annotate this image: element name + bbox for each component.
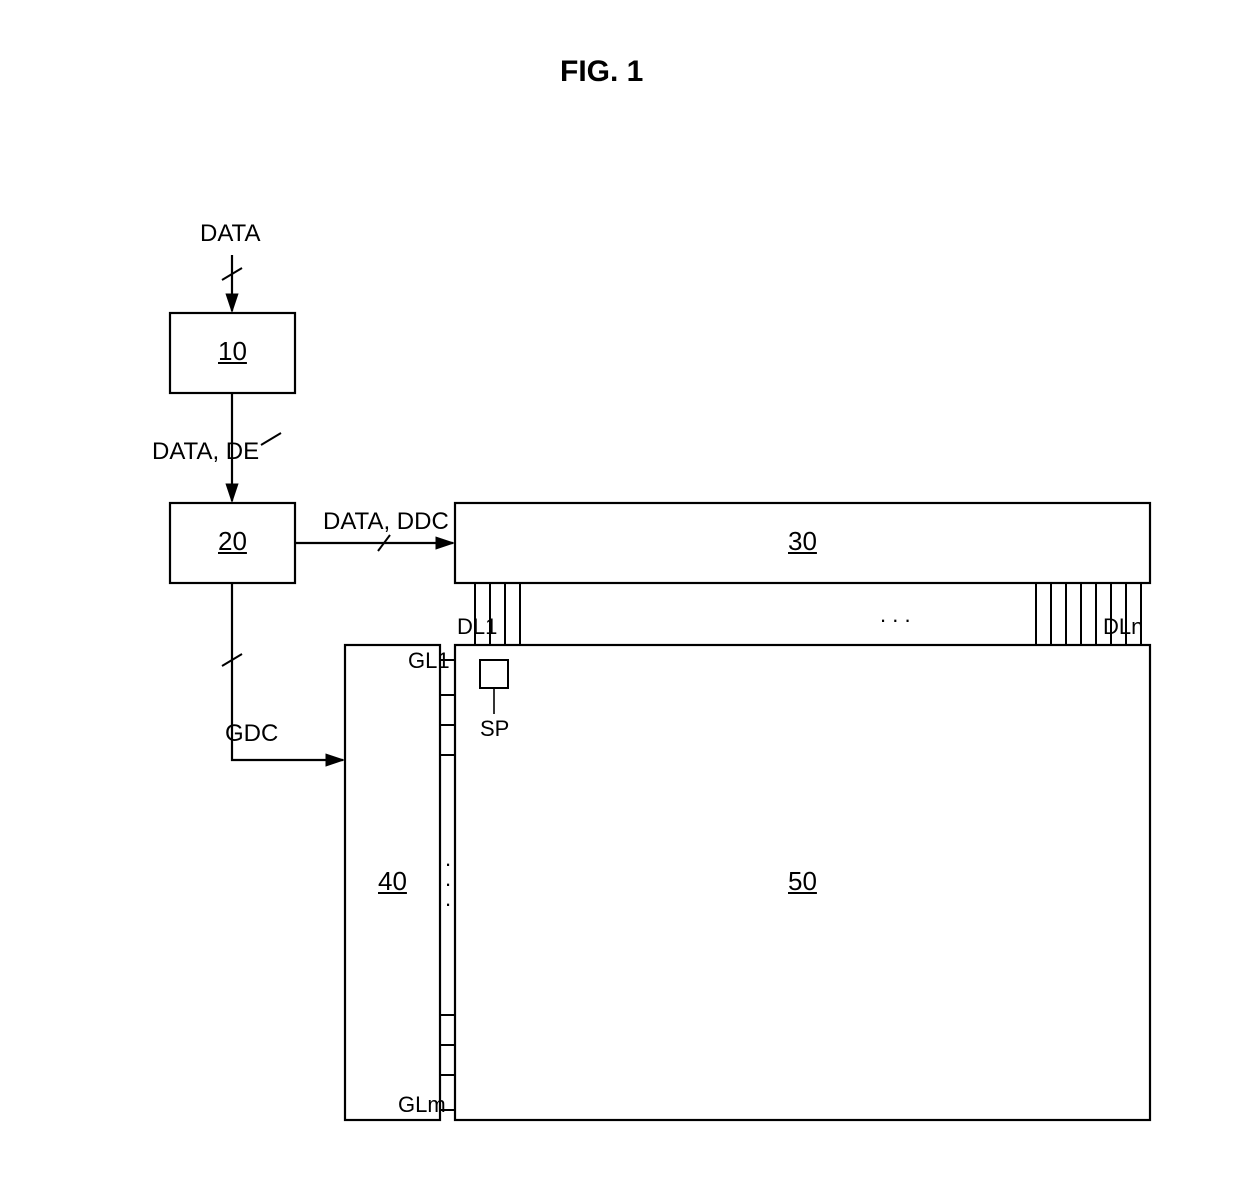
gate-line-ticks-top	[440, 660, 455, 755]
block-20-label: 20	[218, 526, 247, 557]
block-30-label: 30	[788, 526, 817, 557]
label-gdc: GDC	[225, 720, 278, 748]
dots-40-3: .	[445, 886, 451, 912]
label-data-ddc: DATA, DDC	[323, 508, 449, 536]
label-sp: SP	[480, 716, 509, 742]
label-glm: GLm	[398, 1092, 446, 1118]
label-dln: DLn	[1103, 614, 1143, 640]
sp-box	[480, 660, 508, 688]
block-10-label: 10	[218, 336, 247, 367]
label-data-in: DATA	[200, 220, 260, 248]
figure-canvas: FIG. 1	[0, 0, 1240, 1187]
data-line-ticks	[475, 583, 1141, 645]
label-dl1: DL1	[457, 614, 497, 640]
label-gl1: GL1	[408, 648, 450, 674]
label-data-de: DATA, DE	[152, 438, 259, 466]
block-50-label: 50	[788, 866, 817, 897]
slash-10-20	[261, 433, 281, 445]
block-40-label: 40	[378, 866, 407, 897]
dots-data-lines: . . .	[880, 602, 911, 628]
diagram-svg	[0, 0, 1240, 1187]
